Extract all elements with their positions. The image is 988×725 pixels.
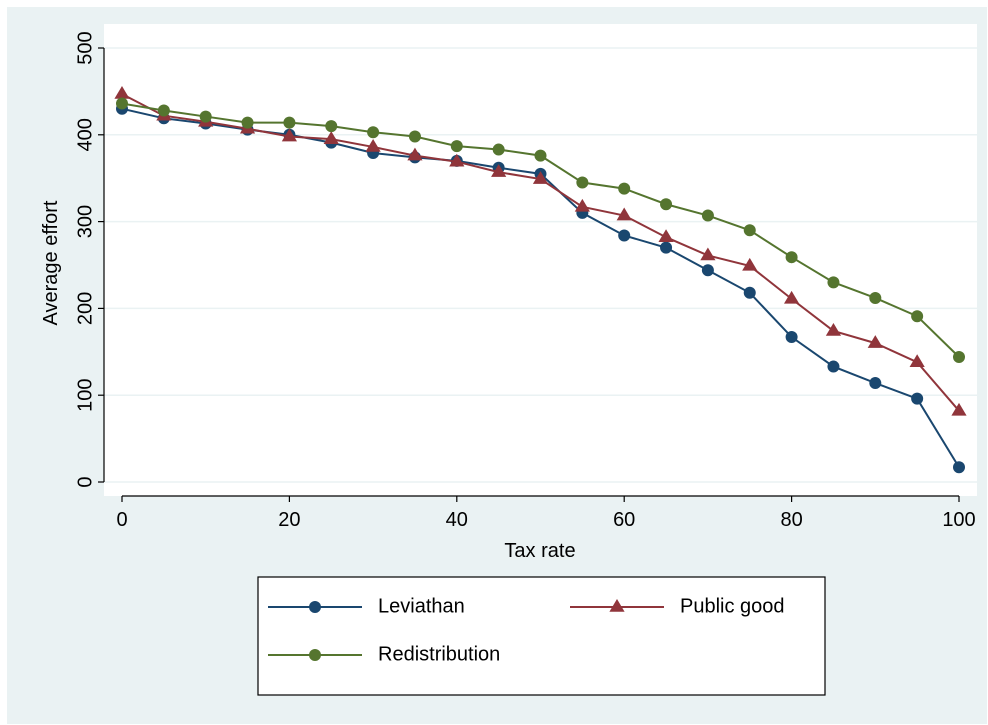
data-point-leviathan-90 <box>869 377 882 390</box>
y-tick-label-500: 500 <box>74 31 96 64</box>
y-tick-label-400: 400 <box>74 118 96 151</box>
axes: 0 100 200 300 400 500 0 20 40 60 80 100 <box>74 31 975 531</box>
data-point-redistribution-40 <box>450 140 463 153</box>
data-point-public-good-60 <box>616 207 632 221</box>
legend-item-public-good: Public good <box>570 595 785 617</box>
x-tick-label-80: 80 <box>780 509 802 531</box>
x-tick-label-0: 0 <box>116 509 127 531</box>
data-point-redistribution-75 <box>743 224 756 237</box>
data-point-redistribution-20 <box>283 116 296 129</box>
legend: Leviathan Public good Redistribution <box>257 576 826 696</box>
data-point-public-good-70 <box>700 247 716 261</box>
data-point-leviathan-85 <box>827 360 840 373</box>
data-point-redistribution-95 <box>911 310 924 323</box>
data-point-public-good-30 <box>365 138 381 152</box>
data-point-leviathan-95 <box>911 392 924 405</box>
x-tick-label-20: 20 <box>278 509 300 531</box>
data-point-redistribution-35 <box>408 130 421 143</box>
data-point-leviathan-70 <box>701 264 714 277</box>
data-point-redistribution-90 <box>869 291 882 304</box>
legend-item-leviathan: Leviathan <box>268 595 465 617</box>
data-point-leviathan-100 <box>953 461 965 474</box>
data-point-leviathan-75 <box>743 286 756 299</box>
plot-area <box>104 24 977 496</box>
series-layer <box>114 86 967 474</box>
legend-marker-leviathan <box>309 601 321 613</box>
data-point-redistribution-70 <box>701 209 714 222</box>
data-point-public-good-65 <box>658 229 674 243</box>
data-point-redistribution-25 <box>325 120 338 133</box>
data-point-redistribution-15 <box>241 116 254 129</box>
x-tick-label-100: 100 <box>942 509 975 531</box>
legend-label-redistribution: Redistribution <box>378 643 500 665</box>
x-axis-title: Tax rate <box>504 540 575 562</box>
legend-item-redistribution: Redistribution <box>268 643 500 665</box>
legend-label-public-good: Public good <box>680 595 785 617</box>
data-point-redistribution-50 <box>534 149 547 162</box>
data-point-public-good-40 <box>449 153 465 167</box>
data-point-redistribution-100 <box>953 351 965 364</box>
x-tick-label-40: 40 <box>446 509 468 531</box>
y-tick-label-300: 300 <box>74 205 96 238</box>
data-point-redistribution-60 <box>618 182 631 195</box>
y-axis-title: Average effort <box>40 200 62 325</box>
legend-label-leviathan: Leviathan <box>378 595 465 617</box>
legend-marker-redistribution <box>309 649 321 661</box>
data-point-public-good-95 <box>909 354 925 368</box>
series-redistribution <box>116 97 965 364</box>
data-point-leviathan-65 <box>660 241 673 254</box>
legend-marker-public-good <box>609 599 625 612</box>
data-point-public-good-100 <box>951 402 967 416</box>
data-point-public-good-85 <box>825 322 842 336</box>
data-point-redistribution-0 <box>116 97 128 110</box>
data-point-public-good-50 <box>532 171 549 184</box>
data-point-redistribution-85 <box>827 276 840 289</box>
y-tick-label-200: 200 <box>74 292 96 325</box>
data-point-public-good-80 <box>784 290 800 304</box>
data-point-leviathan-60 <box>618 229 631 242</box>
data-point-redistribution-65 <box>660 198 673 211</box>
data-point-public-good-55 <box>574 198 590 212</box>
data-point-public-good-35 <box>407 147 423 161</box>
y-tick-label-0: 0 <box>74 476 96 487</box>
data-point-redistribution-80 <box>785 251 798 264</box>
data-point-public-good-0 <box>114 86 130 99</box>
data-point-public-good-45 <box>491 164 507 177</box>
data-point-public-good-25 <box>323 131 339 144</box>
data-point-redistribution-45 <box>492 143 505 156</box>
data-point-redistribution-10 <box>199 110 212 123</box>
data-point-redistribution-55 <box>576 176 589 189</box>
legend-box <box>257 576 826 696</box>
data-point-redistribution-30 <box>367 126 380 139</box>
data-point-redistribution-5 <box>157 104 170 117</box>
data-point-public-good-20 <box>281 128 297 142</box>
x-tick-label-60: 60 <box>613 509 635 531</box>
data-point-public-good-90 <box>867 335 883 348</box>
data-point-public-good-75 <box>742 257 758 271</box>
y-tick-label-100: 100 <box>74 379 96 412</box>
data-point-leviathan-80 <box>785 331 798 344</box>
